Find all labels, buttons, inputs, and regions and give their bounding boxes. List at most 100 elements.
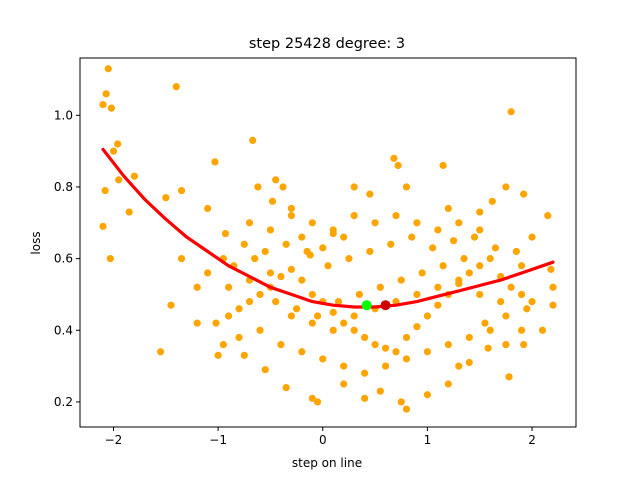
data-point bbox=[476, 262, 484, 270]
data-point bbox=[193, 319, 201, 327]
y-tick-label: 0.8 bbox=[54, 180, 73, 194]
plot-area bbox=[99, 65, 557, 413]
data-point bbox=[319, 355, 327, 363]
data-point bbox=[99, 222, 107, 230]
data-point bbox=[476, 226, 484, 234]
data-point bbox=[329, 226, 337, 234]
data-point bbox=[106, 255, 114, 263]
data-point bbox=[507, 108, 515, 116]
data-point bbox=[350, 326, 358, 334]
data-point bbox=[329, 308, 337, 316]
data-point bbox=[235, 333, 243, 342]
data-point bbox=[402, 333, 411, 342]
data-point bbox=[313, 398, 322, 406]
data-point bbox=[293, 305, 301, 313]
data-point bbox=[387, 240, 395, 248]
data-point bbox=[361, 333, 369, 342]
x-tick-label: 1 bbox=[424, 433, 432, 447]
data-point bbox=[547, 265, 555, 273]
data-point bbox=[107, 104, 115, 112]
x-tick-label: −1 bbox=[209, 433, 227, 447]
data-point bbox=[423, 391, 432, 399]
data-point bbox=[392, 348, 400, 356]
data-point bbox=[439, 262, 447, 270]
data-point bbox=[130, 172, 139, 180]
data-point bbox=[497, 298, 505, 306]
data-point bbox=[256, 326, 264, 334]
data-point bbox=[240, 240, 248, 248]
data-point bbox=[520, 190, 528, 198]
data-point bbox=[455, 219, 463, 227]
data-point bbox=[476, 290, 484, 299]
data-point bbox=[204, 204, 212, 213]
y-tick-label: 0.6 bbox=[54, 252, 73, 266]
data-point bbox=[162, 194, 170, 202]
data-point bbox=[102, 90, 110, 98]
data-point bbox=[114, 140, 122, 148]
data-point bbox=[465, 269, 473, 277]
data-point bbox=[371, 219, 379, 227]
data-point bbox=[361, 369, 369, 377]
data-point bbox=[287, 265, 295, 273]
data-point bbox=[224, 283, 233, 291]
data-point bbox=[308, 290, 316, 299]
data-point bbox=[340, 380, 348, 388]
data-point bbox=[449, 237, 458, 245]
highlight-marker bbox=[361, 300, 372, 311]
data-point bbox=[211, 158, 219, 166]
data-point bbox=[549, 301, 557, 309]
data-point bbox=[376, 283, 384, 291]
data-point bbox=[486, 326, 494, 334]
data-point bbox=[465, 333, 473, 342]
data-point bbox=[355, 290, 363, 299]
data-point bbox=[101, 186, 109, 195]
data-point bbox=[538, 326, 547, 334]
data-point bbox=[397, 398, 405, 406]
data-point bbox=[455, 276, 463, 284]
data-point bbox=[115, 176, 123, 184]
data-point bbox=[287, 204, 295, 213]
data-point bbox=[434, 226, 442, 234]
data-point bbox=[423, 348, 432, 356]
axes-frame bbox=[79, 57, 577, 428]
y-axis-label: loss bbox=[29, 231, 43, 254]
data-point bbox=[266, 269, 275, 277]
data-point bbox=[491, 244, 500, 252]
data-point bbox=[219, 341, 227, 349]
data-point bbox=[224, 312, 233, 320]
data-point bbox=[272, 176, 280, 184]
data-point bbox=[340, 319, 348, 327]
data-point bbox=[319, 244, 327, 252]
data-point bbox=[350, 183, 358, 191]
data-point bbox=[261, 247, 269, 256]
data-point bbox=[212, 319, 220, 327]
data-point bbox=[282, 383, 290, 392]
data-point bbox=[340, 362, 348, 370]
data-point bbox=[502, 312, 510, 320]
data-point bbox=[502, 341, 510, 349]
data-point bbox=[221, 229, 230, 238]
data-point bbox=[439, 161, 447, 170]
data-point bbox=[298, 233, 306, 241]
data-point bbox=[444, 341, 452, 349]
data-point bbox=[517, 326, 526, 334]
data-point bbox=[507, 283, 515, 291]
data-point bbox=[261, 366, 269, 374]
data-point bbox=[193, 283, 201, 291]
data-point bbox=[287, 312, 295, 320]
data-point bbox=[434, 283, 442, 291]
data-point bbox=[465, 358, 473, 367]
data-point bbox=[413, 219, 421, 227]
data-point bbox=[279, 183, 287, 191]
data-point bbox=[366, 190, 374, 198]
data-point bbox=[277, 272, 285, 281]
data-point bbox=[528, 233, 536, 241]
highlight-marker bbox=[380, 300, 391, 311]
data-point bbox=[549, 283, 557, 291]
data-point bbox=[298, 276, 306, 284]
data-point bbox=[204, 269, 212, 277]
x-tick-label: 0 bbox=[319, 433, 327, 447]
data-point bbox=[350, 212, 358, 220]
data-point bbox=[256, 290, 264, 299]
